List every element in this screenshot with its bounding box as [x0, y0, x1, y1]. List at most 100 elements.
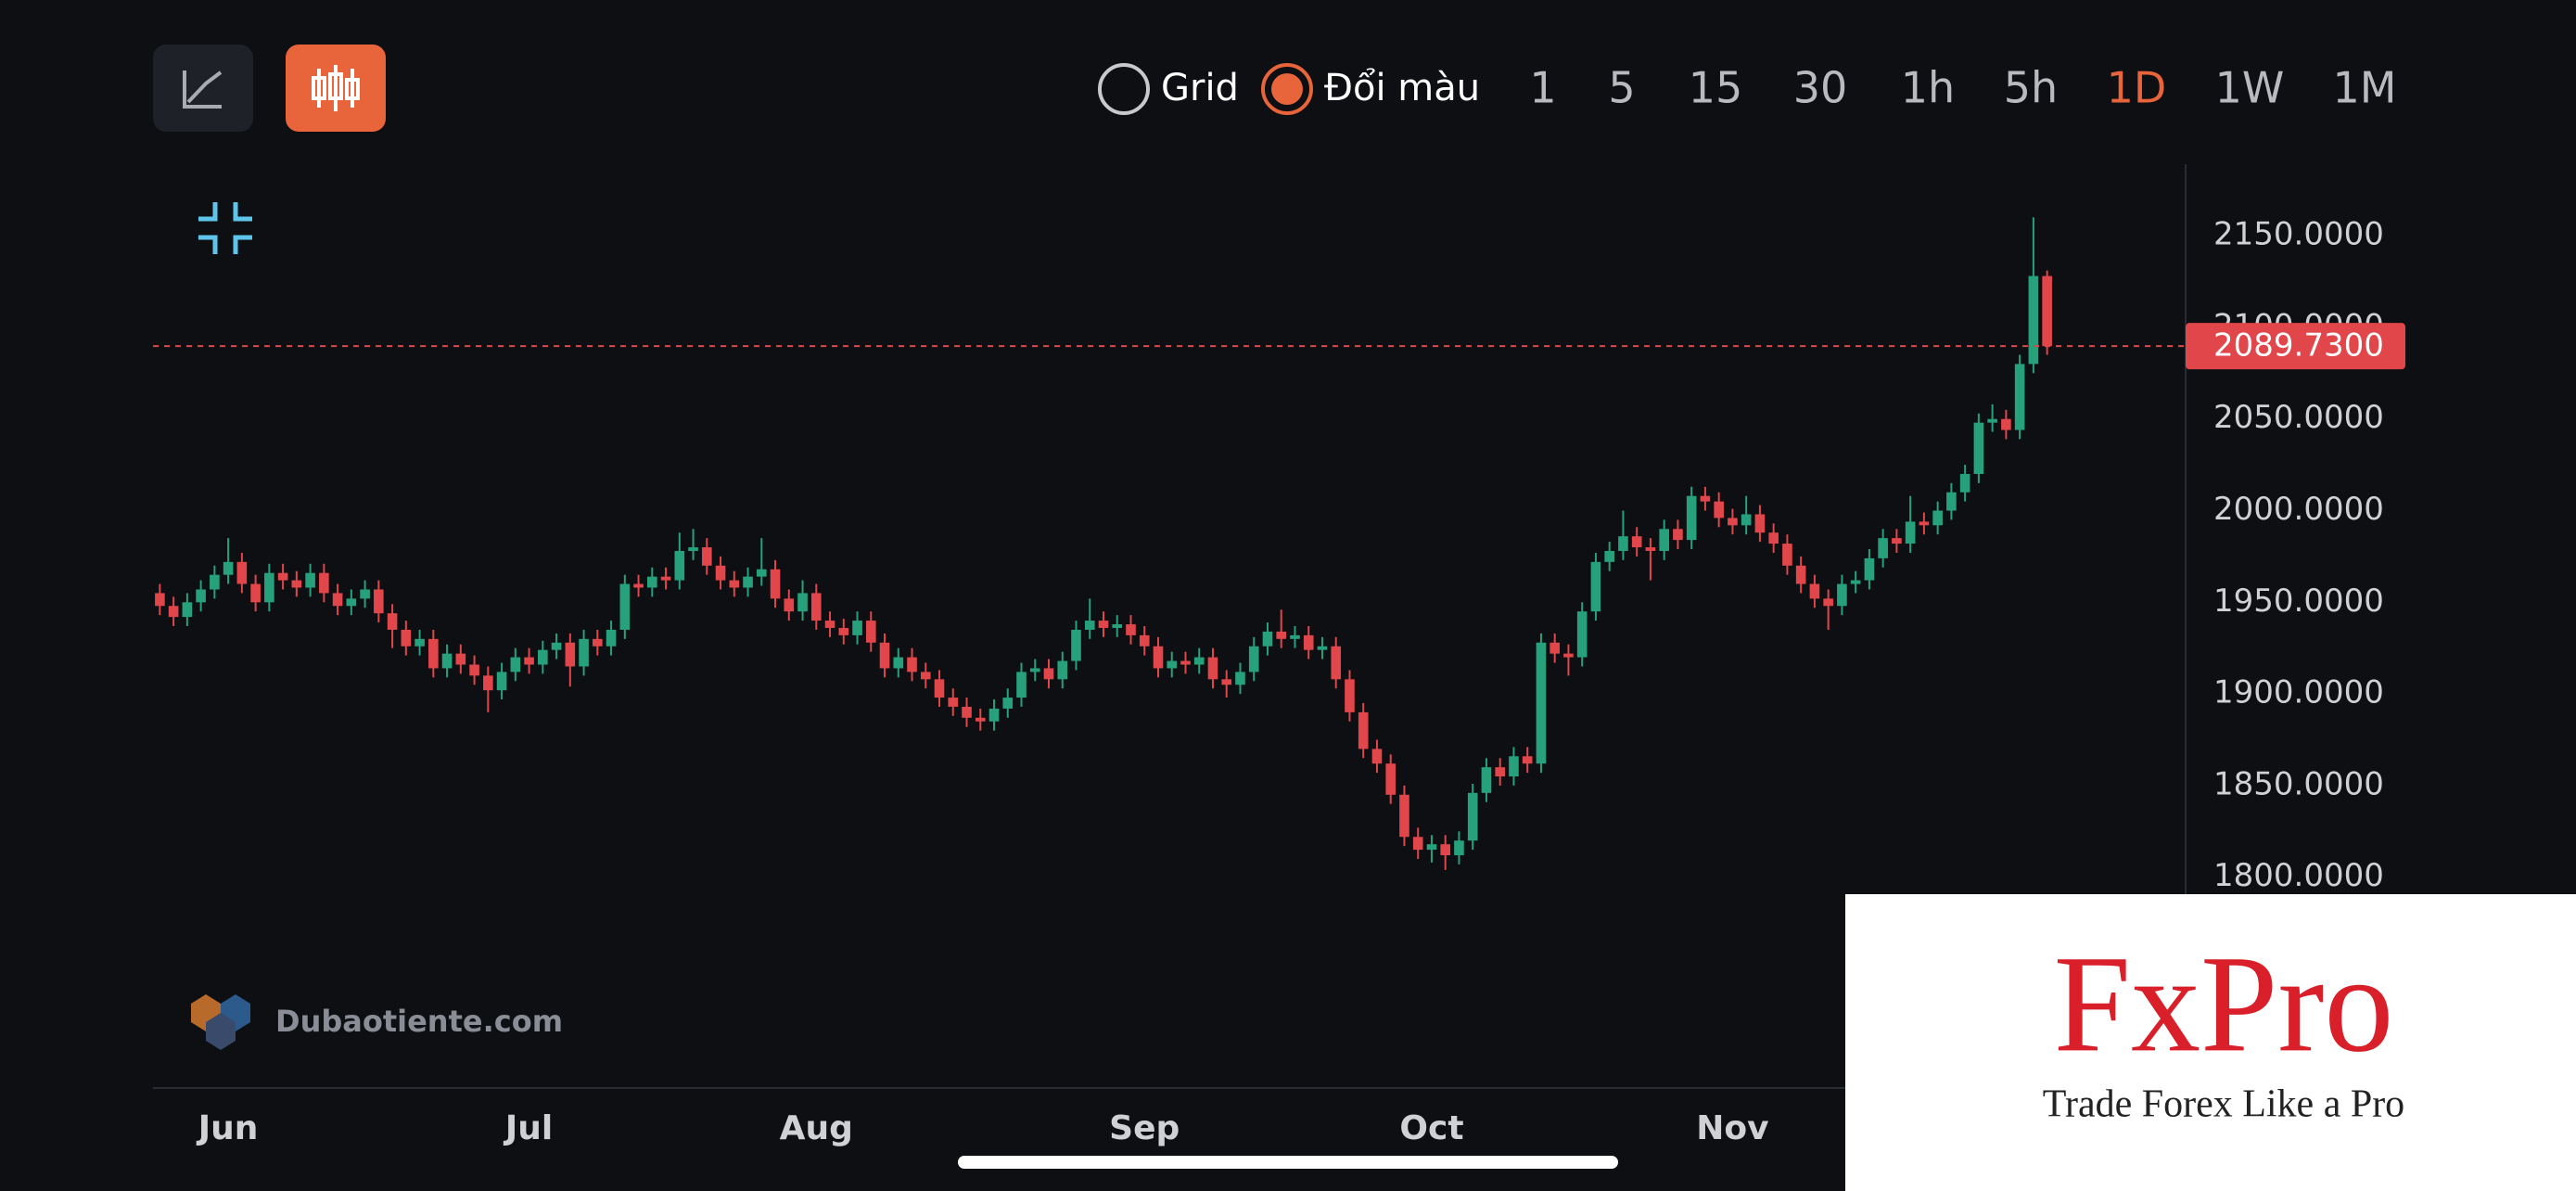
candle — [1987, 403, 1997, 432]
candle — [756, 538, 767, 586]
candle — [907, 647, 917, 682]
radio-label[interactable]: Đổi màu — [1324, 67, 1480, 109]
x-tick-label: Jun — [196, 1109, 259, 1147]
candle-body — [688, 547, 698, 551]
candle-body — [1303, 634, 1314, 650]
candle-body — [1207, 657, 1218, 680]
candle-body — [824, 621, 835, 628]
candle — [784, 589, 795, 621]
candle — [1016, 662, 1027, 707]
candle-body — [920, 672, 931, 680]
candle-body — [1317, 646, 1328, 650]
candle-body — [565, 642, 576, 667]
interval-button[interactable]: 1h — [1901, 63, 1955, 113]
interval-button[interactable]: 30 — [1793, 63, 1848, 113]
candle-body — [770, 569, 781, 599]
candle — [1919, 512, 1930, 535]
candle — [1714, 492, 1724, 528]
candle — [1467, 783, 1478, 851]
candle-body — [1412, 837, 1423, 851]
candle — [1795, 556, 1806, 594]
candle-body — [948, 698, 959, 707]
candle — [1576, 602, 1588, 667]
candle-body — [1590, 561, 1601, 612]
candle-body — [1262, 631, 1273, 647]
candle — [688, 529, 698, 560]
candle-body — [1563, 653, 1574, 658]
radio-option[interactable]: Grid — [1098, 63, 1239, 115]
candle-body — [1043, 668, 1054, 680]
candle — [155, 583, 165, 616]
candle — [619, 574, 631, 639]
watermark: Dubaotiente.com — [191, 994, 563, 1050]
candle-body — [1371, 749, 1383, 764]
candle-body — [1029, 668, 1040, 672]
candle — [2028, 217, 2039, 374]
candle-body — [360, 589, 370, 599]
candle-body — [1864, 557, 1875, 581]
line-icon — [183, 70, 223, 109]
y-tick-label: 1800.0000 — [2213, 857, 2384, 894]
ad-box[interactable]: FxPro Trade Forex Like a Pro — [1845, 894, 2576, 1191]
candle-body — [538, 649, 548, 665]
candle-body — [797, 593, 808, 612]
candle — [1850, 570, 1861, 594]
candle — [1549, 633, 1560, 663]
candle — [428, 629, 439, 678]
candle-body — [2042, 275, 2052, 347]
radio[interactable] — [1261, 63, 1313, 115]
candle-body — [1576, 611, 1588, 658]
candle — [1112, 615, 1123, 637]
interval-button[interactable]: 5 — [1608, 63, 1635, 113]
x-tick-label: Sep — [1109, 1109, 1180, 1147]
candle-body — [1631, 536, 1642, 548]
interval-button[interactable]: 1D — [2107, 63, 2167, 113]
radio[interactable] — [1098, 63, 1150, 115]
interval-button[interactable]: 1 — [1529, 63, 1556, 113]
candle-body — [579, 638, 589, 667]
line-chart-button[interactable] — [153, 45, 253, 132]
collapse-icon[interactable] — [198, 202, 252, 254]
candle — [1221, 670, 1232, 698]
candle-body — [223, 561, 234, 575]
interval-button[interactable]: 1M — [2333, 63, 2397, 113]
candle-body — [1385, 763, 1396, 795]
candle-body — [1180, 660, 1191, 665]
candle-body — [524, 657, 534, 665]
radio-label[interactable]: Grid — [1161, 67, 1239, 109]
candle-body — [1084, 621, 1095, 630]
interval-button[interactable]: 5h — [2004, 63, 2058, 113]
candle-body — [332, 593, 343, 607]
radio-option[interactable]: Đổi màu — [1261, 63, 1480, 115]
candle-body — [879, 642, 890, 669]
candle-body — [2014, 364, 2025, 430]
candle-body — [1686, 495, 1697, 541]
candle-body — [1549, 642, 1560, 654]
candle-body — [1837, 583, 1847, 607]
candle-body — [1509, 756, 1519, 777]
candle-body — [374, 589, 384, 614]
ad-bg[interactable] — [1845, 894, 2576, 1191]
candle — [674, 532, 685, 590]
candle — [1837, 574, 1847, 616]
candle — [1673, 519, 1683, 549]
candle-body — [1850, 580, 1861, 584]
candle-body — [1768, 532, 1779, 544]
candle-body — [865, 621, 876, 643]
interval-button[interactable]: 1W — [2215, 63, 2285, 113]
candle — [852, 611, 862, 645]
x-tick-label: Jul — [503, 1109, 553, 1147]
y-tick-label: 2150.0000 — [2213, 216, 2384, 253]
candle — [414, 629, 425, 656]
candle-body — [701, 547, 712, 566]
interval-button[interactable]: 15 — [1689, 63, 1743, 113]
candle — [1864, 549, 1875, 590]
candle-body — [168, 606, 179, 618]
candle-body — [1823, 598, 1833, 607]
candle-chart-button[interactable] — [286, 45, 386, 132]
candle — [1932, 501, 1943, 535]
candle-body — [236, 561, 248, 584]
candle-body — [619, 583, 631, 630]
candle — [250, 574, 261, 612]
